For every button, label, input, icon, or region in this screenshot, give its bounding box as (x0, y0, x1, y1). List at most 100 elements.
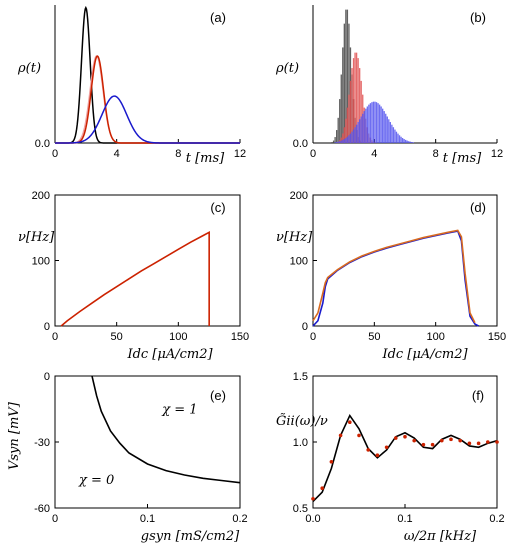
x-tick-label: 0 (310, 331, 316, 343)
series-line-black (91, 375, 241, 484)
panel-tag: (c) (210, 200, 225, 215)
histogram-bar (382, 108, 384, 143)
y-tick-label: 100 (32, 256, 50, 268)
histogram-bar (345, 9, 347, 143)
y-tick-label: 0 (44, 371, 50, 383)
series-line-black (55, 5, 240, 144)
histogram-bar (395, 131, 398, 143)
data-point (311, 496, 315, 501)
histogram-bar (342, 133, 344, 143)
data-point (348, 420, 352, 425)
panel-a: 0 4 8 12 0.0 (a) ρ(t) t [ms] (17, 5, 246, 166)
y-axis-label: ν[Hz] (276, 230, 313, 245)
x-axis-label: Idc [μA/cm2] (126, 347, 213, 362)
y-tick-label: 1.0 (293, 437, 308, 449)
histogram-bar (345, 137, 347, 143)
histogram-bar (383, 111, 385, 143)
histogram-bar (337, 141, 339, 143)
series-line-pink (55, 55, 240, 144)
panel-tag: (e) (210, 388, 226, 403)
histogram-bar (340, 140, 342, 143)
series-line-black (312, 414, 498, 502)
series-line-blue (55, 95, 240, 144)
data-point (412, 438, 417, 443)
y-axis-label: G̃ii(ω)/ν (276, 413, 328, 429)
histogram-bar (346, 9, 349, 143)
histogram-bar (412, 142, 414, 143)
x-tick-label: 0.2 (232, 513, 247, 525)
histogram-bar (363, 111, 365, 143)
histogram-bar (374, 101, 376, 143)
histogram-bar (339, 141, 341, 143)
histogram-bar (352, 58, 355, 143)
histogram-bar (348, 23, 350, 143)
data-point (320, 486, 325, 491)
histogram-bar (340, 74, 342, 143)
data-point (421, 442, 426, 447)
histogram-bar (391, 124, 393, 143)
histogram-bar (398, 135, 401, 143)
panel-tag: (b) (470, 10, 486, 25)
y-axis-label: ρ(t) (17, 61, 41, 76)
y-axis-label: Vsyn [mV] (7, 401, 22, 470)
histogram-bar (348, 94, 350, 143)
data-point (366, 448, 371, 452)
y-tick-label: -30 (34, 437, 50, 449)
histogram-bar (342, 47, 344, 143)
histogram-bar (389, 122, 391, 143)
panel-tag: (f) (472, 388, 484, 403)
histogram-bar (343, 23, 345, 143)
data-point (449, 437, 453, 442)
histogram-bar (348, 135, 350, 143)
y-tick-label: 0.0 (35, 138, 50, 150)
histogram-bar (408, 141, 410, 143)
series-line-red (60, 231, 210, 327)
histogram-bar (392, 127, 395, 143)
histogram-bar (385, 113, 387, 143)
data-point (338, 433, 343, 438)
x-tick-label: 100 (426, 331, 444, 343)
histogram-bar (332, 140, 335, 143)
annotation-chi-1: χ = 1 (161, 402, 197, 417)
x-tick-label: 50 (111, 331, 123, 343)
x-axis-label: t [ms] (186, 151, 225, 166)
x-tick-label: 0.2 (489, 513, 504, 525)
histogram-bar (401, 137, 404, 143)
histogram-bar (351, 131, 353, 143)
histogram-bar (336, 141, 338, 143)
data-point (458, 438, 463, 443)
histogram-bar (336, 130, 338, 143)
x-tick-label: 0 (52, 148, 58, 160)
data-point (495, 440, 499, 444)
histogram-bar (360, 116, 362, 143)
histogram-bar (359, 68, 361, 143)
histogram-bar (349, 133, 352, 143)
x-tick-label: 0 (52, 513, 58, 525)
data-point (440, 438, 444, 443)
histogram-bar (400, 136, 402, 143)
data-point (430, 442, 435, 447)
x-tick-label: 8 (175, 148, 181, 160)
x-tick-label: 50 (368, 331, 380, 343)
histogram-bar (406, 140, 408, 143)
histogram-bar (355, 124, 358, 143)
histogram-bar (340, 137, 342, 143)
panel-e: 0 0.1 0.2 -60 -30 0 (e) Vsyn [mV] gsyn [mS/cm2] χ… (7, 371, 248, 544)
histogram-bar (334, 142, 336, 143)
panel-tag: (d) (470, 200, 486, 215)
histogram-bar (357, 122, 359, 143)
histogram-bar (403, 139, 405, 143)
panel-d: 0 50 100 150 0 100 200 (d) ν[Hz] Idc [μA/cm2] (276, 190, 506, 362)
histogram-bar (346, 107, 349, 143)
histogram-bar (371, 102, 373, 143)
histogram-bar (405, 139, 407, 143)
y-axis-label: ρ(t) (275, 61, 299, 76)
x-tick-label: 0.1 (140, 513, 155, 525)
y-axis-label: ν[Hz] (18, 230, 55, 245)
histogram-bar (342, 139, 344, 143)
x-tick-label: 4 (114, 148, 120, 160)
y-tick-label: -60 (34, 503, 50, 515)
x-tick-label: 12 (491, 148, 503, 160)
histogram-bar (388, 119, 390, 143)
panel-b: 0 4 8 12 0.0 (b) ρ(t) t [ms] (275, 5, 503, 166)
